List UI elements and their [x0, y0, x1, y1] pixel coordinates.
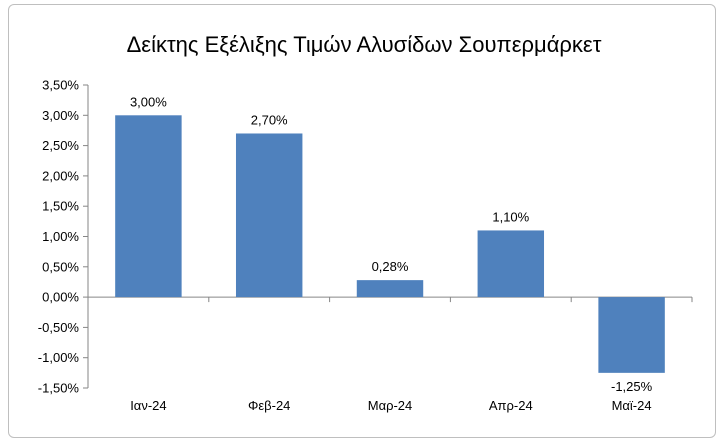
- y-tick-label: 1,00%: [42, 229, 79, 244]
- y-tick-label: -1,00%: [38, 350, 80, 365]
- data-label: 3,00%: [130, 94, 167, 109]
- x-tick-label: Απρ-24: [489, 398, 533, 413]
- bar: [598, 297, 665, 373]
- chart-title: Δείκτης Εξέλιξης Τιμών Αλυσίδων Σουπερμά…: [127, 32, 602, 57]
- data-labels: 3,00% 2,70% 0,28% 1,10% -1,25%: [130, 94, 653, 394]
- y-tick-label: 2,50%: [42, 138, 79, 153]
- bar: [477, 230, 545, 298]
- data-label: -1,25%: [611, 379, 653, 394]
- bar: [115, 115, 182, 298]
- y-tick-label: 1,50%: [42, 199, 79, 214]
- x-tick-label: Φεβ-24: [248, 398, 290, 413]
- data-label: 2,70%: [251, 112, 288, 127]
- y-tick-label: 3,50%: [42, 78, 79, 93]
- x-tick-label: Μαρ-24: [368, 398, 413, 413]
- bar: [235, 133, 303, 298]
- y-tick-label: -1,50%: [38, 381, 80, 396]
- data-label: 0,28%: [372, 259, 409, 274]
- y-tick-label: -0,50%: [38, 320, 80, 335]
- y-tick-label: 2,00%: [42, 168, 79, 183]
- bars: [115, 115, 665, 373]
- y-tick-label: 0,00%: [42, 290, 79, 305]
- x-tick-label: Ιαν-24: [130, 398, 166, 413]
- x-axis: Ιαν-24 Φεβ-24 Μαρ-24 Απρ-24 Μαϊ-24: [87, 296, 693, 413]
- y-tick-label: 0,50%: [42, 259, 79, 274]
- bar: [356, 280, 424, 298]
- x-tick-label: Μαϊ-24: [612, 398, 652, 413]
- y-axis: -1,50% -1,00% -0,50% 0,00% 0,50% 1,00% 1,50% 2,…: [38, 78, 89, 396]
- data-label: 1,10%: [492, 209, 529, 224]
- y-tick-label: 3,00%: [42, 108, 79, 123]
